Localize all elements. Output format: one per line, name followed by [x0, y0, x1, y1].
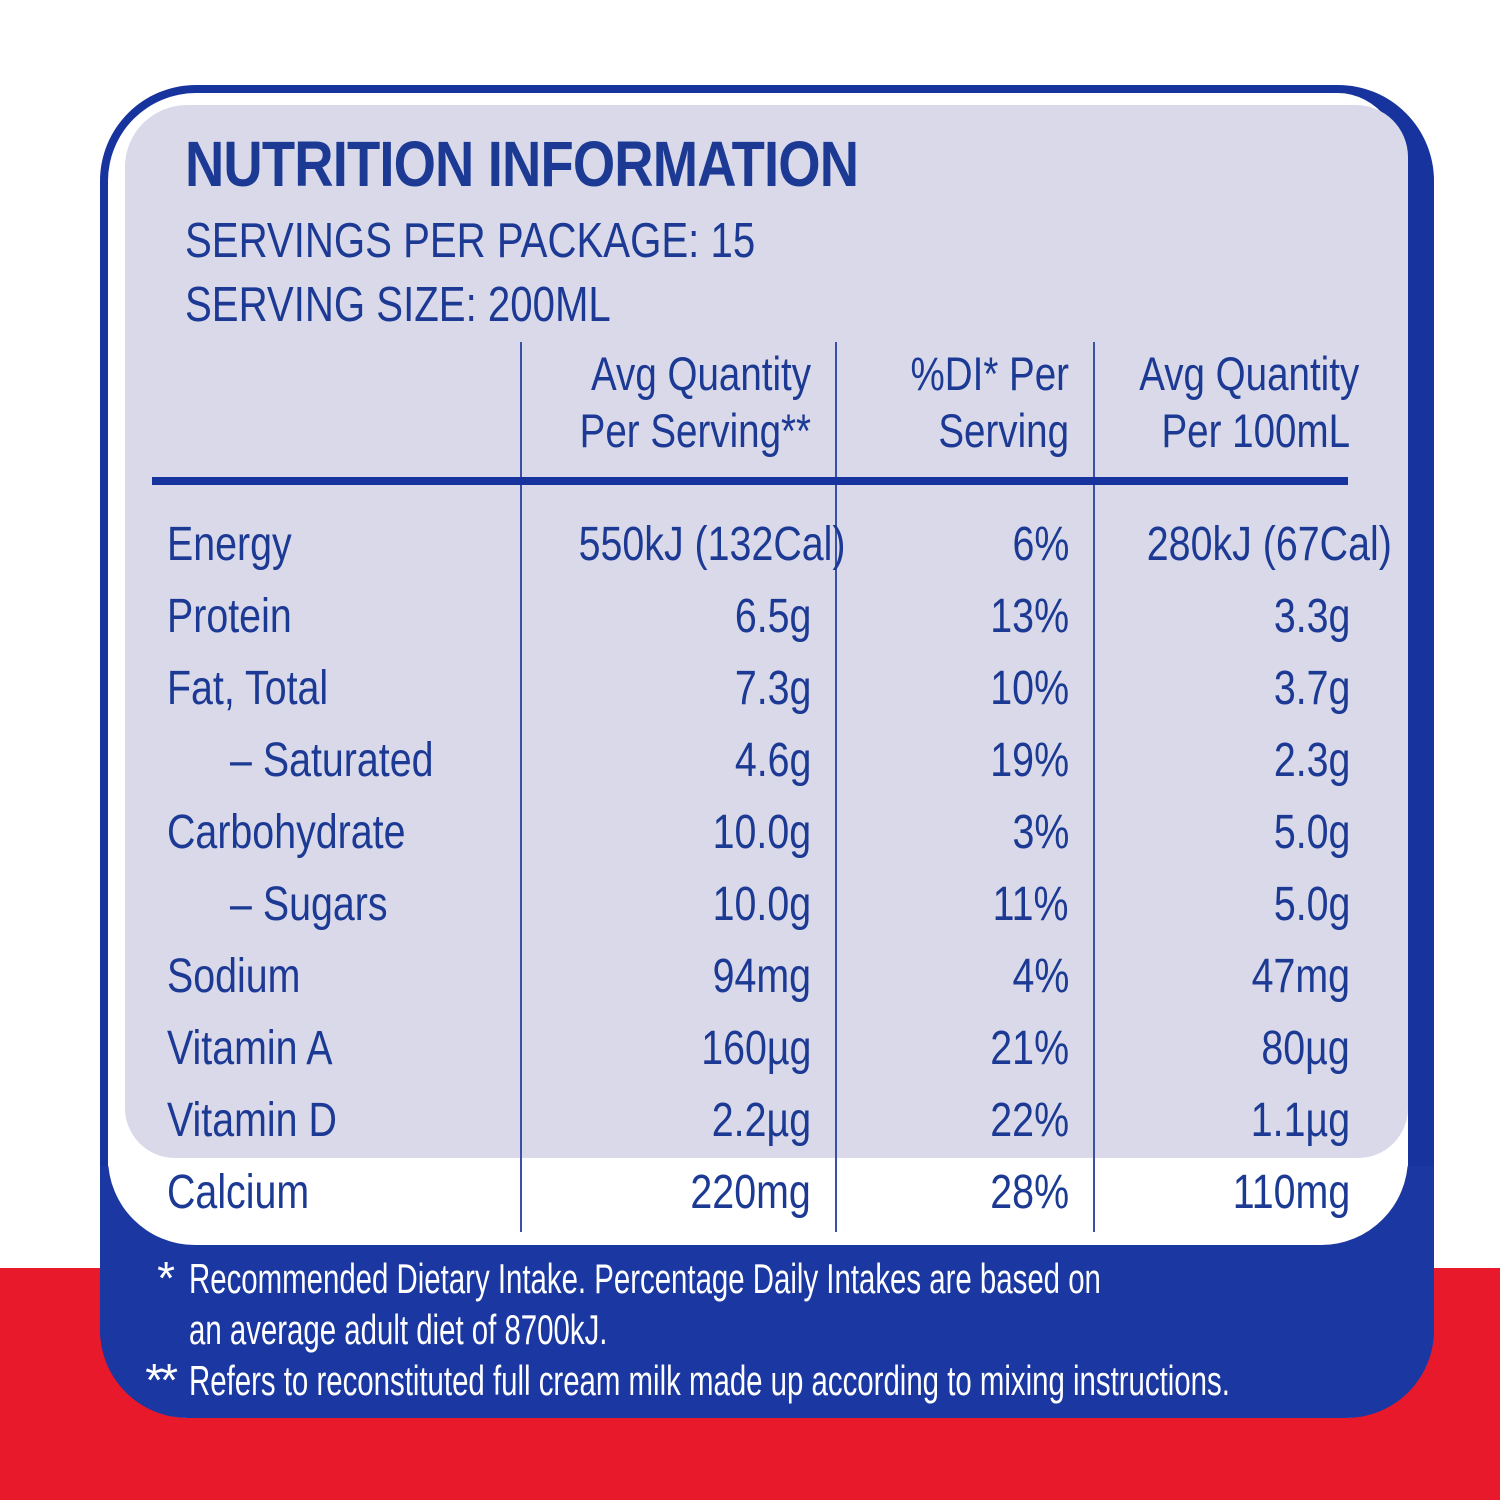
- table-header: Avg Quantity Per Serving** %DI* Per Serv…: [125, 345, 1374, 459]
- per-100ml-value: 5.0g: [1273, 878, 1350, 931]
- per-serving-value: 10.0g: [712, 878, 811, 931]
- row-label: Carbohydrate: [167, 806, 406, 859]
- footnote-line: Refers to reconstituted full cream milk …: [189, 1357, 1230, 1404]
- panel-lavender-background: [125, 105, 1408, 1158]
- di-value: 21%: [990, 1022, 1069, 1075]
- per-serving-value: 550kJ (132Cal): [578, 518, 846, 571]
- per-100ml-value: 1.1µg: [1250, 1094, 1350, 1147]
- di-value: 13%: [990, 590, 1069, 643]
- per-serving-value: 94mg: [712, 950, 811, 1003]
- di-value: 6%: [1012, 518, 1069, 571]
- table-row-vitamin-a: Vitamin A 160µg 21% 80µg: [125, 1013, 1374, 1085]
- table-row-carbohydrate: Carbohydrate 10.0g 3% 5.0g: [125, 797, 1374, 869]
- header-col-di-per-serving: %DI* Per Serving: [910, 347, 1069, 457]
- serving-size: SERVING SIZE: 200ML: [185, 278, 611, 332]
- header-divider-rule: [152, 477, 1348, 485]
- footnote-reconstituted: ** Refers to reconstituted full cream mi…: [111, 1355, 1408, 1406]
- panel-header: NUTRITION INFORMATION SERVINGS PER PACKA…: [185, 129, 977, 337]
- header-col-per-serving: Avg Quantity Per Serving**: [579, 347, 811, 457]
- table-row-fat-total: Fat, Total 7.3g 10% 3.7g: [125, 653, 1374, 725]
- servings-per-package: SERVINGS PER PACKAGE: 15: [185, 214, 756, 268]
- per-serving-value: 7.3g: [734, 662, 811, 715]
- footnote-marker: **: [145, 1354, 178, 1406]
- footnote-line: an average adult diet of 8700kJ.: [189, 1306, 608, 1353]
- table-row-saturated: – Saturated 4.6g 19% 2.3g: [125, 725, 1374, 797]
- footnote-marker: *: [157, 1252, 175, 1304]
- footnote-line: Recommended Dietary Intake. Percentage D…: [189, 1255, 1101, 1302]
- di-value: 3%: [1012, 806, 1069, 859]
- row-label: Calcium: [167, 1166, 310, 1219]
- per-serving-value: 4.6g: [734, 734, 811, 787]
- row-label: – Saturated: [230, 734, 434, 787]
- per-serving-value: 160µg: [700, 1022, 811, 1075]
- header-col-per-100ml: Avg Quantity Per 100mL: [1139, 347, 1360, 457]
- row-label: Protein: [167, 590, 292, 643]
- row-label: Fat, Total: [167, 662, 329, 715]
- column-separator-1: [520, 342, 522, 1232]
- per-100ml-value: 47mg: [1251, 950, 1350, 1003]
- per-100ml-value: 5.0g: [1273, 806, 1350, 859]
- row-label: Sodium: [167, 950, 301, 1003]
- di-value: 22%: [990, 1094, 1069, 1147]
- column-separator-3: [1093, 342, 1095, 1232]
- per-100ml-value: 3.3g: [1273, 590, 1350, 643]
- di-value: 28%: [990, 1166, 1069, 1219]
- row-label: Vitamin A: [167, 1022, 333, 1075]
- table-row-calcium: Calcium 220mg 28% 110mg: [125, 1157, 1374, 1229]
- table-row-sodium: Sodium 94mg 4% 47mg: [125, 941, 1374, 1013]
- per-serving-value: 10.0g: [712, 806, 811, 859]
- table-row-vitamin-d: Vitamin D 2.2µg 22% 1.1µg: [125, 1085, 1374, 1157]
- page-title: NUTRITION INFORMATION: [185, 128, 859, 200]
- per-100ml-value: 3.7g: [1273, 662, 1350, 715]
- di-value: 10%: [990, 662, 1069, 715]
- per-serving-value: 6.5g: [734, 590, 811, 643]
- di-value: 4%: [1012, 950, 1069, 1003]
- per-100ml-value: 280kJ (67Cal): [1146, 518, 1392, 571]
- footnotes: * Recommended Dietary Intake. Percentage…: [125, 1253, 1408, 1406]
- calcium-row-band: [108, 1158, 1408, 1245]
- table-row-protein: Protein 6.5g 13% 3.3g: [125, 581, 1374, 653]
- footnote-rdi: * Recommended Dietary Intake. Percentage…: [125, 1253, 1408, 1355]
- row-label: Energy: [167, 518, 292, 571]
- di-value: 11%: [993, 878, 1069, 931]
- table-row-energy: Energy 550kJ (132Cal) 6% 280kJ (67Cal): [125, 509, 1392, 581]
- nutrition-panel: NUTRITION INFORMATION SERVINGS PER PACKA…: [100, 85, 1434, 1418]
- table-row-sugars: – Sugars 10.0g 11% 5.0g: [125, 869, 1374, 941]
- row-label: Vitamin D: [167, 1094, 337, 1147]
- per-100ml-value: 110mg: [1232, 1166, 1350, 1219]
- column-separator-2: [835, 342, 837, 1232]
- per-100ml-value: 2.3g: [1273, 734, 1350, 787]
- per-100ml-value: 80µg: [1261, 1022, 1350, 1075]
- per-serving-value: 2.2µg: [711, 1094, 811, 1147]
- di-value: 19%: [990, 734, 1069, 787]
- per-serving-value: 220mg: [690, 1166, 811, 1219]
- table-body: Energy 550kJ (132Cal) 6% 280kJ (67Cal) P…: [125, 509, 1392, 1229]
- row-label: – Sugars: [230, 878, 388, 931]
